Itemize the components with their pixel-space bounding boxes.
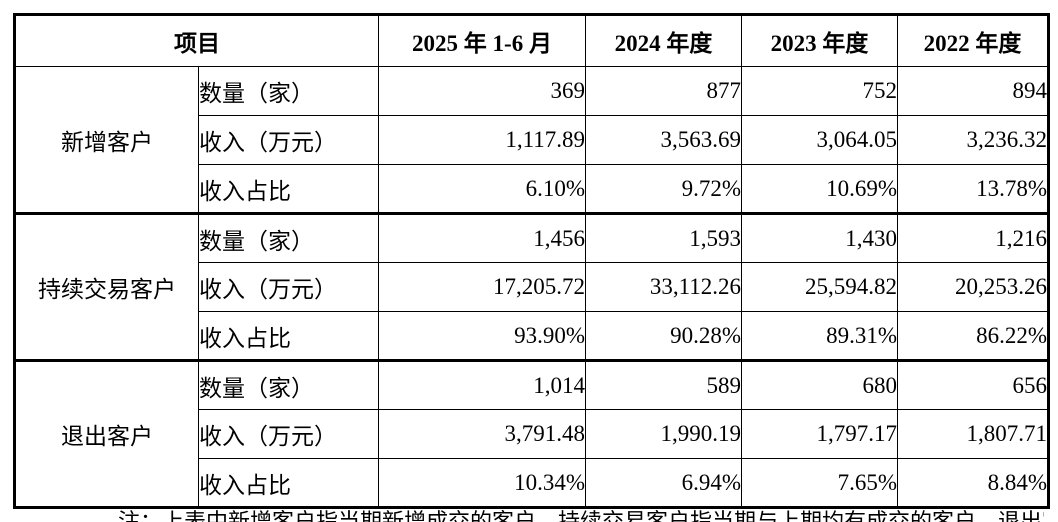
cell-value: 589 xyxy=(585,359,742,410)
header-period-2025h1: 2025 年 1-6 月 xyxy=(378,14,586,67)
table-row: 持续交易客户 数量（家） 1,456 1,593 1,430 1,216 xyxy=(14,212,1049,361)
header-row: 项目 2025 年 1-6 月 2024 年度 2023 年度 2022 年度 xyxy=(14,14,1049,67)
cell-value: 7.65% xyxy=(741,458,898,508)
cell-value: 369 xyxy=(378,66,586,116)
cell-value: 10.34% xyxy=(378,458,586,508)
cell-value: 1,430 xyxy=(741,212,898,263)
cell-value: 8.84% xyxy=(897,458,1049,508)
table-row: 新增客户 数量（家） 369 877 752 894 xyxy=(14,66,1049,214)
cell-value: 9.72% xyxy=(585,164,742,214)
cell-value: 1,014 xyxy=(378,359,586,410)
metric-label: 收入占比 xyxy=(198,311,379,361)
cell-value: 6.10% xyxy=(378,164,586,214)
metric-label: 数量（家） xyxy=(198,359,379,410)
cell-value: 1,456 xyxy=(378,212,586,263)
cell-value: 20,253.26 xyxy=(897,262,1049,312)
cell-value: 752 xyxy=(741,66,898,116)
metric-label: 收入（万元） xyxy=(198,115,379,165)
cell-value: 33,112.26 xyxy=(585,262,742,312)
header-period-2023: 2023 年度 xyxy=(741,14,898,67)
table-row: 收入（万元） 17,205.72 33,112.26 25,594.82 20,… xyxy=(15,262,1049,312)
clipped-footnote: 注：上表中新增客户指当期新增成交的客户，持续交易客户指当期与上期均有成交的客户，… xyxy=(118,509,1044,522)
cell-value: 1,117.89 xyxy=(378,115,586,165)
cell-value: 656 xyxy=(897,359,1049,410)
metric-label: 数量（家） xyxy=(198,212,379,263)
table-row: 收入占比 6.10% 9.72% 10.69% 13.78% xyxy=(15,164,1049,214)
table-row: 收入占比 10.34% 6.94% 7.65% 8.84% xyxy=(15,458,1049,508)
customer-breakdown-table: 项目 2025 年 1-6 月 2024 年度 2023 年度 2022 年度 … xyxy=(13,13,1050,509)
metric-label: 数量（家） xyxy=(198,66,379,116)
cell-value: 680 xyxy=(741,359,898,410)
cell-value: 1,216 xyxy=(897,212,1049,263)
metric-label: 收入占比 xyxy=(198,164,379,214)
header-period-2024: 2024 年度 xyxy=(585,14,742,67)
header-item-label: 项目 xyxy=(14,14,379,67)
group-label-new-customers: 新增客户 xyxy=(14,66,199,214)
cell-value: 877 xyxy=(585,66,742,116)
cell-value: 17,205.72 xyxy=(378,262,586,312)
group-label-continuing-customers: 持续交易客户 xyxy=(14,212,199,361)
group-label-exited-customers: 退出客户 xyxy=(14,359,199,508)
cell-value: 6.94% xyxy=(585,458,742,508)
cell-value: 1,797.17 xyxy=(741,409,898,459)
cell-value: 89.31% xyxy=(741,311,898,361)
cell-value: 86.22% xyxy=(897,311,1049,361)
cell-value: 25,594.82 xyxy=(741,262,898,312)
cell-value: 13.78% xyxy=(897,164,1049,214)
cell-value: 90.28% xyxy=(585,311,742,361)
cell-value: 3,791.48 xyxy=(378,409,586,459)
cell-value: 10.69% xyxy=(741,164,898,214)
cell-value: 3,563.69 xyxy=(585,115,742,165)
table-row: 退出客户 数量（家） 1,014 589 680 656 xyxy=(14,359,1049,508)
cell-value: 3,236.32 xyxy=(897,115,1049,165)
table-row: 收入（万元） 3,791.48 1,990.19 1,797.17 1,807.… xyxy=(15,409,1049,459)
cell-value: 894 xyxy=(897,66,1049,116)
metric-label: 收入占比 xyxy=(198,458,379,508)
cell-value: 1,593 xyxy=(585,212,742,263)
cell-value: 3,064.05 xyxy=(741,115,898,165)
metric-label: 收入（万元） xyxy=(198,262,379,312)
cell-value: 1,807.71 xyxy=(897,409,1049,459)
table-row: 收入占比 93.90% 90.28% 89.31% 86.22% xyxy=(15,311,1049,361)
cell-value: 1,990.19 xyxy=(585,409,742,459)
cell-value: 93.90% xyxy=(378,311,586,361)
metric-label: 收入（万元） xyxy=(198,409,379,459)
header-period-2022: 2022 年度 xyxy=(897,14,1049,67)
